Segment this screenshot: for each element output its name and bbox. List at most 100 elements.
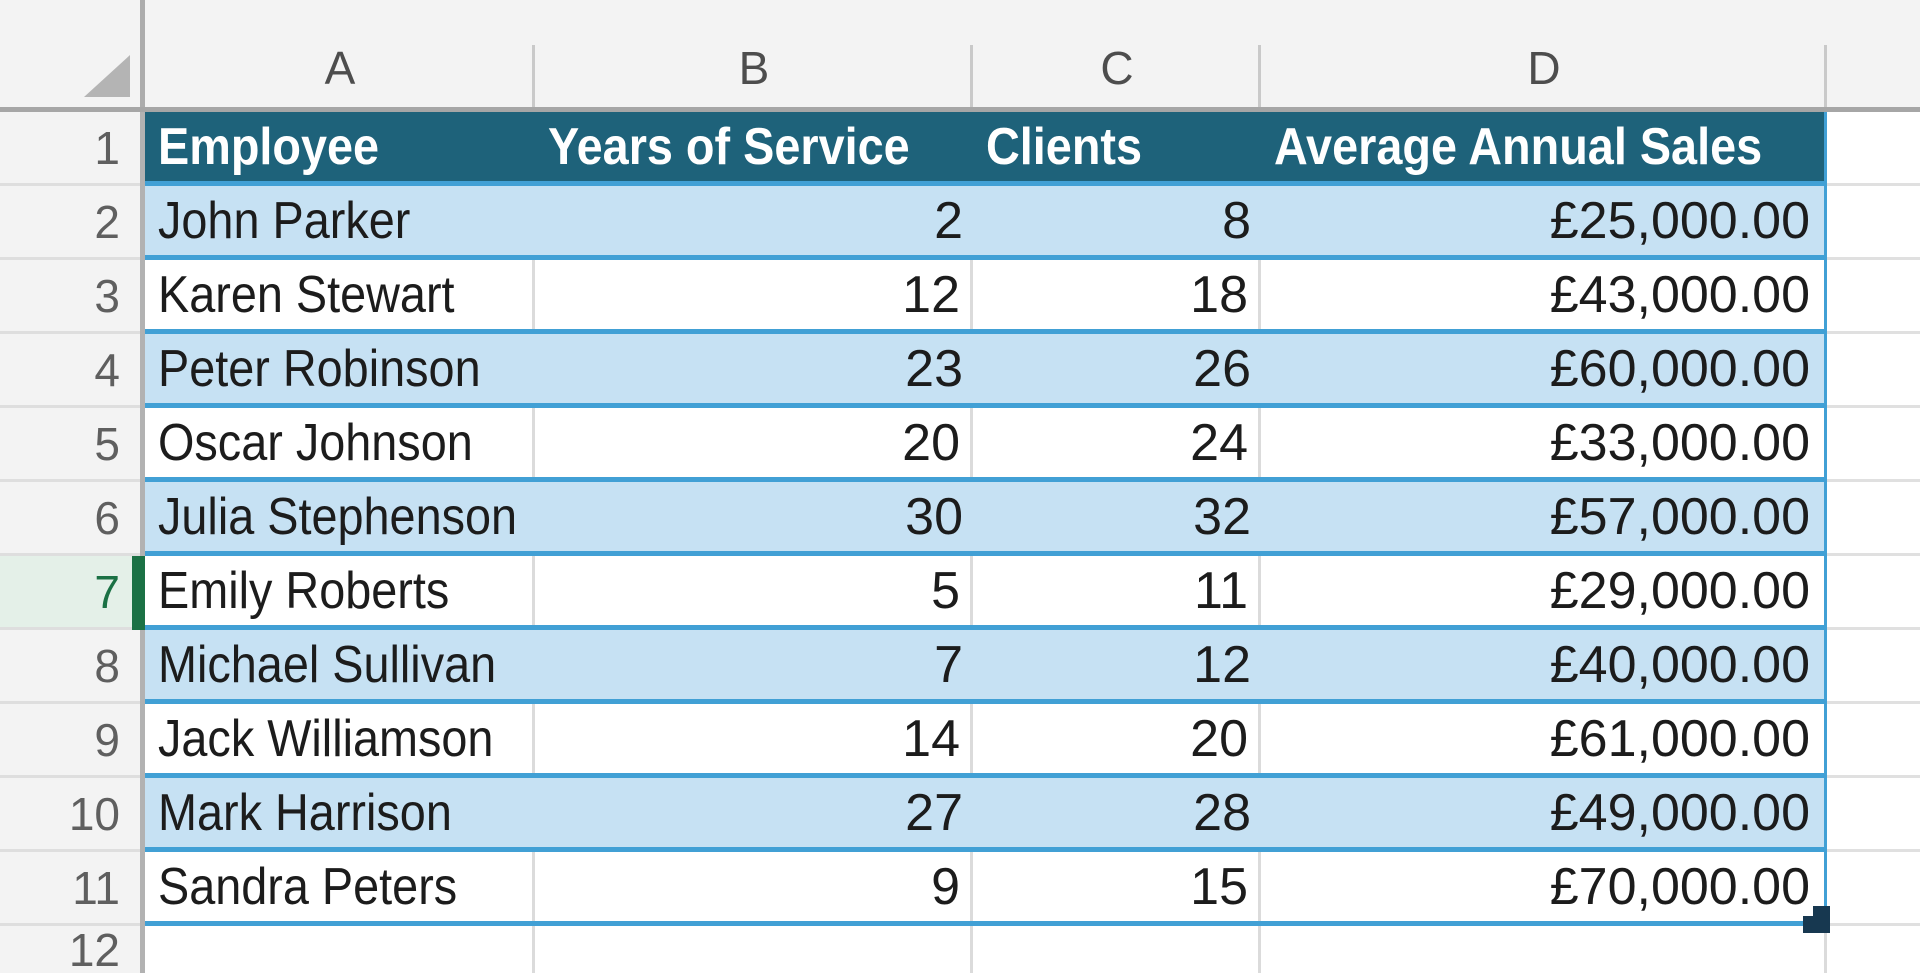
- cell-e8[interactable]: [1827, 630, 1920, 704]
- cell-b9[interactable]: 14: [535, 704, 973, 773]
- cell-a7[interactable]: Emily Roberts: [145, 556, 535, 625]
- cell-d1[interactable]: Average Annual Sales: [1261, 112, 1824, 181]
- cell-a4-text: Peter Robinson: [158, 339, 481, 398]
- cell-e7[interactable]: [1827, 556, 1920, 630]
- active-row-indicator: [132, 556, 145, 630]
- cell-a2[interactable]: John Parker: [145, 186, 535, 255]
- row-header-7-label: 7: [94, 565, 120, 618]
- row-header-7-active[interactable]: 7: [0, 556, 145, 630]
- cell-a8-text: Michael Sullivan: [158, 635, 497, 694]
- row-header-6[interactable]: 6: [0, 482, 140, 556]
- column-e-area: [1827, 112, 1920, 973]
- cell-a8[interactable]: Michael Sullivan: [145, 630, 535, 699]
- cell-d8[interactable]: £40,000.00: [1549, 635, 1810, 694]
- cell-a6-text: Julia Stephenson: [158, 487, 518, 546]
- cell-c8[interactable]: 12: [1193, 635, 1251, 694]
- row-header-12[interactable]: 12: [68, 923, 120, 973]
- cell-c2[interactable]: 8: [1222, 191, 1251, 250]
- column-header-c[interactable]: C: [973, 0, 1261, 107]
- cell-a6[interactable]: Julia Stephenson: [145, 482, 535, 551]
- row-header-2[interactable]: 2: [0, 186, 140, 260]
- table-row: Karen Stewart 12 18 £43,000.00: [145, 260, 1827, 334]
- table-row: Emily Roberts 5 11 £29,000.00: [145, 556, 1827, 630]
- cell-b7[interactable]: 5: [535, 556, 973, 625]
- cell-a11-text: Sandra Peters: [158, 857, 458, 916]
- cell-a9-text: Jack Williamson: [158, 709, 494, 768]
- cell-c5[interactable]: 24: [973, 408, 1261, 477]
- row-header-5[interactable]: 5: [0, 408, 140, 482]
- cell-e4[interactable]: [1827, 334, 1920, 408]
- cell-e5[interactable]: [1827, 408, 1920, 482]
- cell-c6[interactable]: 32: [1193, 487, 1251, 546]
- row-header-9[interactable]: 9: [0, 704, 140, 778]
- cell-e3[interactable]: [1827, 260, 1920, 334]
- cell-b5[interactable]: 20: [535, 408, 973, 477]
- row-header-3[interactable]: 3: [0, 260, 140, 334]
- column-header-a[interactable]: A: [145, 0, 535, 107]
- cell-d9[interactable]: £61,000.00: [1549, 709, 1810, 768]
- cell-a12[interactable]: [145, 926, 535, 973]
- cell-b11[interactable]: 9: [535, 852, 973, 921]
- cell-b3[interactable]: 12: [535, 260, 973, 329]
- cell-e6[interactable]: [1827, 482, 1920, 556]
- row-header-11[interactable]: 11: [0, 852, 140, 926]
- cell-d5[interactable]: £33,000.00: [1549, 413, 1810, 472]
- row-header-1[interactable]: 1: [0, 112, 140, 186]
- cell-a4[interactable]: Peter Robinson: [145, 334, 535, 403]
- header-clients-label: Clients: [986, 117, 1143, 176]
- row-header-column: 1 2 3 4 5 6 7 8 9 10 11 12: [0, 112, 145, 973]
- cell-c4[interactable]: 26: [1193, 339, 1251, 398]
- cell-a2-text: John Parker: [158, 191, 411, 250]
- cell-d7[interactable]: £29,000.00: [1549, 561, 1810, 620]
- cell-e9[interactable]: [1827, 704, 1920, 778]
- table-row: Peter Robinson 23 26 £60,000.00: [145, 334, 1827, 408]
- select-all-button[interactable]: [0, 0, 145, 107]
- header-years-label: Years of Service: [548, 117, 910, 176]
- select-all-icon: [84, 55, 130, 97]
- cell-e2[interactable]: [1827, 186, 1920, 260]
- cell-b12[interactable]: [535, 926, 973, 973]
- cell-c7[interactable]: 11: [973, 556, 1261, 625]
- empty-row-12: [145, 926, 1827, 973]
- column-header-d[interactable]: D: [1261, 0, 1827, 107]
- cell-b10[interactable]: 27: [905, 783, 963, 842]
- table-row: Sandra Peters 9 15 £70,000.00: [145, 852, 1827, 926]
- cell-a3-text: Karen Stewart: [158, 265, 455, 324]
- cell-c10[interactable]: 28: [1193, 783, 1251, 842]
- cell-b4[interactable]: 23: [905, 339, 963, 398]
- cell-a10[interactable]: Mark Harrison: [145, 778, 535, 847]
- column-header-e[interactable]: [1827, 0, 1920, 107]
- cell-c9[interactable]: 20: [973, 704, 1261, 773]
- cell-a3[interactable]: Karen Stewart: [145, 260, 535, 329]
- cell-d4[interactable]: £60,000.00: [1549, 339, 1810, 398]
- cell-d12[interactable]: [1261, 926, 1827, 973]
- cell-c11[interactable]: 15: [973, 852, 1261, 921]
- cell-a1[interactable]: Employee: [145, 112, 535, 181]
- row-header-10[interactable]: 10: [0, 778, 140, 852]
- cell-a9[interactable]: Jack Williamson: [145, 704, 535, 773]
- cell-d6[interactable]: £57,000.00: [1549, 487, 1810, 546]
- cell-d11[interactable]: £70,000.00: [1549, 857, 1810, 916]
- cell-c3[interactable]: 18: [973, 260, 1261, 329]
- cell-b2[interactable]: 2: [934, 191, 963, 250]
- cell-e12[interactable]: [1827, 926, 1920, 973]
- cell-a11[interactable]: Sandra Peters: [145, 852, 535, 921]
- cell-a5[interactable]: Oscar Johnson: [145, 408, 535, 477]
- cell-c1[interactable]: Clients: [973, 112, 1261, 181]
- cell-c12[interactable]: [973, 926, 1261, 973]
- cell-a10-text: Mark Harrison: [158, 783, 452, 842]
- column-header-b[interactable]: B: [535, 0, 973, 107]
- row-header-4[interactable]: 4: [0, 334, 140, 408]
- cell-b1[interactable]: Years of Service: [535, 112, 973, 181]
- cell-e11[interactable]: [1827, 852, 1920, 926]
- table-row: Julia Stephenson 30 32 £57,000.00: [145, 482, 1827, 556]
- cell-d2[interactable]: £25,000.00: [1549, 191, 1810, 250]
- cell-e1[interactable]: [1827, 112, 1920, 186]
- cell-e10[interactable]: [1827, 778, 1920, 852]
- cell-b6[interactable]: 30: [905, 487, 963, 546]
- cell-d10[interactable]: £49,000.00: [1549, 783, 1810, 842]
- cell-b8[interactable]: 7: [934, 635, 963, 694]
- cell-d3[interactable]: £43,000.00: [1549, 265, 1810, 324]
- row-header-8[interactable]: 8: [0, 630, 140, 704]
